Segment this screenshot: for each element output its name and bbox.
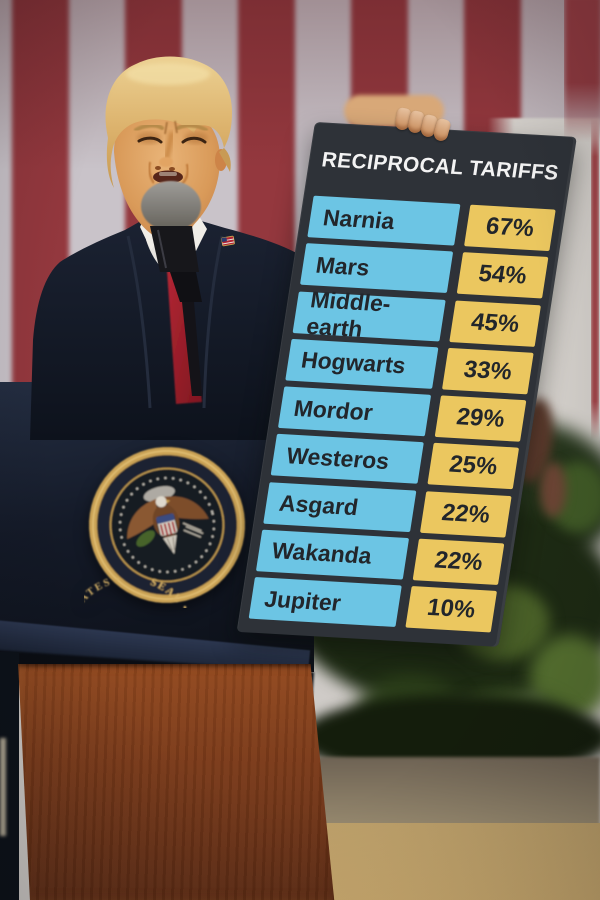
flag-pin bbox=[221, 235, 235, 247]
territory-cell: Westeros bbox=[270, 434, 424, 484]
territory-cell: Wakanda bbox=[255, 529, 410, 580]
eye-right bbox=[181, 136, 207, 144]
podium-wood-column bbox=[18, 664, 335, 900]
mic-stem bbox=[182, 302, 202, 396]
flag-red-edge-line bbox=[591, 118, 599, 440]
tariff-cell: 29% bbox=[434, 395, 527, 442]
tariff-cell: 10% bbox=[405, 586, 498, 633]
tariff-cell: 67% bbox=[464, 204, 556, 252]
eye-left bbox=[137, 136, 163, 144]
mic-body bbox=[150, 226, 199, 272]
territory-cell: Hogwarts bbox=[285, 338, 439, 389]
table-row: Asgard 22% bbox=[263, 481, 512, 538]
nostril-right bbox=[169, 167, 175, 171]
eyebrow-left bbox=[134, 123, 164, 132]
territory-cell: Narnia bbox=[307, 195, 461, 246]
podium-side-panel bbox=[0, 652, 19, 900]
territory-cell: Asgard bbox=[263, 481, 417, 532]
mic-windscreen bbox=[141, 181, 201, 231]
tariff-cell: 22% bbox=[412, 538, 505, 585]
mic-neck bbox=[170, 272, 202, 302]
tariff-cell: 33% bbox=[442, 347, 534, 395]
territory-cell: Jupiter bbox=[248, 577, 402, 627]
tariff-cell: 54% bbox=[456, 252, 549, 299]
lapel-left bbox=[126, 235, 152, 409]
territory-cell: Middle-earth bbox=[292, 286, 446, 341]
table-row: Narnia 67% bbox=[307, 195, 556, 252]
table-row: Hogwarts 33% bbox=[285, 338, 534, 395]
twig bbox=[540, 462, 566, 517]
mic-glint bbox=[157, 229, 167, 269]
teeth bbox=[159, 172, 177, 176]
eagle-wing-left bbox=[127, 498, 158, 540]
shield bbox=[156, 513, 178, 537]
lapel-right bbox=[202, 235, 224, 409]
table-row: Wakanda 22% bbox=[255, 529, 505, 585]
seal-star-ring bbox=[118, 476, 216, 574]
wood-grain bbox=[18, 664, 335, 900]
eagle-tail-lines bbox=[166, 536, 175, 551]
cheek-fold-right bbox=[181, 163, 190, 185]
nostril-left bbox=[155, 166, 161, 170]
arrows bbox=[182, 522, 204, 538]
cheek-fold-left bbox=[147, 161, 156, 184]
presidential-seal: SEAL • OF THE PRESIDENT OF THE UNITED ST… bbox=[84, 447, 245, 608]
hair-highlight bbox=[126, 63, 210, 85]
tariff-cell: 45% bbox=[449, 300, 542, 347]
table-row: Westeros 25% bbox=[270, 434, 520, 490]
tariff-cell: 25% bbox=[427, 443, 520, 490]
hair bbox=[105, 56, 232, 188]
speaker bbox=[30, 56, 332, 440]
table-row: Mordor 29% bbox=[277, 386, 527, 442]
seal-band-inner-line bbox=[109, 467, 225, 583]
seal-rim-line bbox=[92, 450, 242, 600]
hair-side-right bbox=[219, 148, 231, 172]
territory-cell: Mordor bbox=[277, 386, 432, 437]
tariff-cell: 22% bbox=[420, 490, 512, 538]
table-row: Middle-earth 45% bbox=[292, 286, 542, 347]
board-title: RECIPROCAL TARIFFS bbox=[320, 148, 561, 185]
brow-furrow bbox=[164, 120, 178, 135]
nose-tip bbox=[159, 157, 173, 167]
microphone bbox=[141, 181, 202, 396]
ground-sliver-left bbox=[0, 738, 6, 836]
eagle-beak bbox=[165, 499, 171, 504]
eyebrow-right bbox=[176, 123, 208, 132]
olive-branch bbox=[136, 530, 155, 547]
tariff-table: Narnia 67% Mars 54% Middle-earth 45% Hog… bbox=[248, 195, 556, 633]
eagle-head bbox=[155, 496, 167, 508]
seal-eagle bbox=[127, 486, 209, 555]
table-row: Jupiter 10% bbox=[248, 577, 498, 633]
